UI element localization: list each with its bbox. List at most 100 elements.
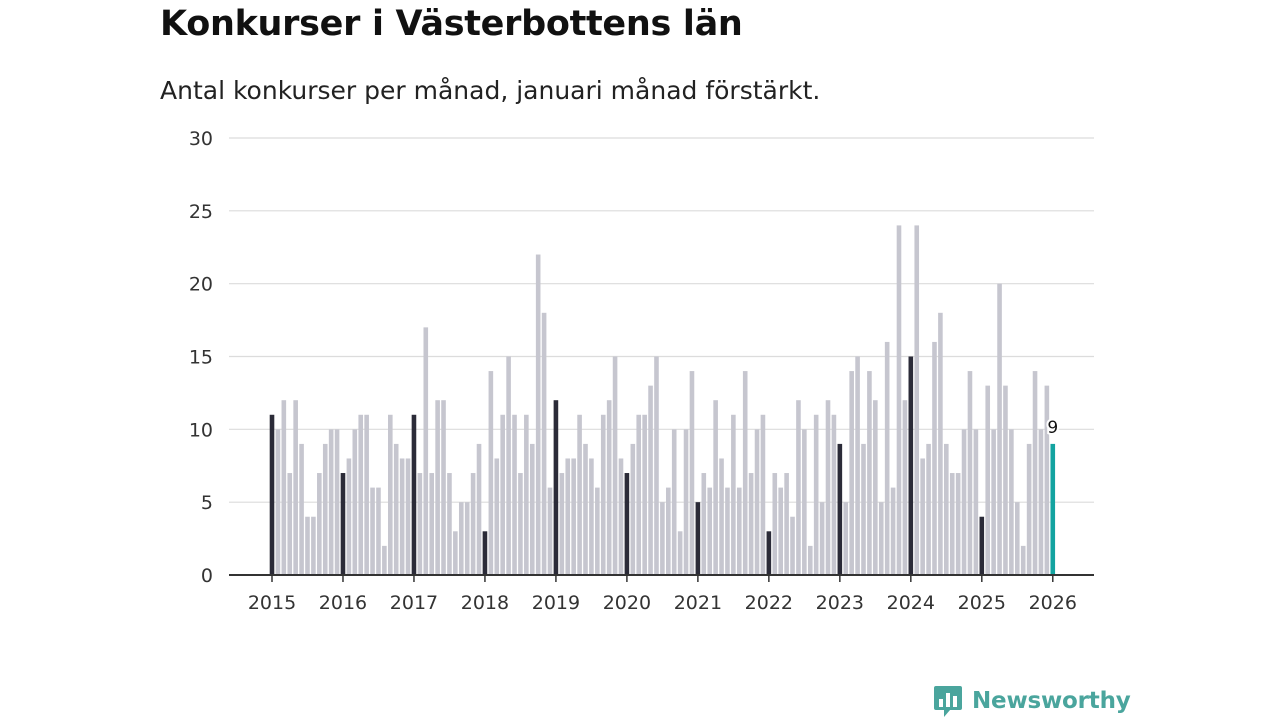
y-tick-label: 30 bbox=[189, 128, 213, 150]
bar bbox=[1038, 429, 1044, 575]
x-tick-label: 2016 bbox=[319, 592, 367, 614]
bar bbox=[949, 473, 955, 575]
bar bbox=[802, 429, 807, 575]
bar-january bbox=[269, 414, 275, 575]
bar bbox=[529, 443, 535, 575]
bar bbox=[701, 473, 707, 575]
bar bbox=[541, 312, 547, 575]
bar bbox=[660, 502, 665, 575]
bar bbox=[447, 473, 452, 575]
bar bbox=[955, 473, 961, 575]
y-tick-label: 20 bbox=[189, 274, 213, 296]
bar bbox=[370, 487, 375, 575]
bar bbox=[920, 458, 925, 575]
bar bbox=[435, 400, 440, 575]
bar-january bbox=[979, 516, 985, 575]
x-tick-label: 2022 bbox=[745, 592, 793, 614]
bar bbox=[399, 458, 405, 575]
bar-january bbox=[837, 443, 843, 575]
bar bbox=[707, 487, 713, 575]
y-tick-label: 5 bbox=[201, 492, 213, 514]
bar bbox=[878, 502, 884, 575]
bar bbox=[464, 502, 470, 575]
bar bbox=[985, 385, 991, 575]
bar bbox=[926, 443, 931, 575]
bar bbox=[382, 545, 387, 575]
x-tick-label: 2021 bbox=[674, 592, 722, 614]
bar bbox=[973, 429, 979, 575]
bar bbox=[790, 516, 795, 575]
bar bbox=[742, 371, 748, 575]
bar bbox=[352, 429, 358, 575]
x-tick-label: 2015 bbox=[248, 592, 296, 614]
bar bbox=[855, 356, 860, 575]
bar bbox=[275, 429, 281, 575]
bar bbox=[328, 429, 334, 575]
x-axis-ticks: 2015 2016 2017 2018 2019 2020 2021 2022 2023 2024… bbox=[229, 574, 1094, 614]
bar bbox=[1026, 443, 1032, 575]
bar bbox=[689, 371, 695, 575]
x-tick-label: 2018 bbox=[461, 592, 509, 614]
bar bbox=[417, 473, 423, 575]
newsworthy-logo-icon bbox=[934, 686, 962, 717]
bar-january bbox=[1050, 443, 1056, 575]
bar bbox=[914, 225, 920, 575]
bar bbox=[476, 443, 482, 575]
bar bbox=[636, 414, 642, 575]
bar bbox=[458, 502, 464, 575]
chart-title: Konkurser i Västerbottens län bbox=[160, 4, 743, 44]
bar bbox=[772, 473, 778, 575]
bar bbox=[500, 414, 505, 575]
bar bbox=[630, 443, 636, 575]
bar bbox=[583, 443, 588, 575]
bar bbox=[441, 400, 446, 575]
bar-january bbox=[766, 531, 772, 575]
bar bbox=[571, 458, 576, 575]
y-tick-label: 10 bbox=[189, 419, 213, 441]
bar bbox=[453, 531, 458, 575]
x-tick-label: 2025 bbox=[958, 592, 1006, 614]
bar bbox=[488, 371, 494, 575]
bar bbox=[565, 458, 571, 575]
bar bbox=[725, 487, 730, 575]
bar bbox=[760, 414, 766, 575]
bar bbox=[1044, 385, 1050, 575]
bar bbox=[825, 400, 831, 575]
bar bbox=[595, 487, 600, 575]
bar bbox=[299, 443, 304, 575]
bar bbox=[287, 473, 293, 575]
chart-subtitle: Antal konkurser per månad, januari månad… bbox=[160, 76, 821, 105]
bar bbox=[589, 458, 594, 575]
bar bbox=[1014, 502, 1020, 575]
x-tick-label: 2023 bbox=[816, 592, 864, 614]
bar bbox=[364, 414, 369, 575]
bar bbox=[849, 371, 854, 575]
bar bbox=[890, 487, 896, 575]
bar bbox=[612, 356, 618, 575]
bar bbox=[606, 400, 612, 575]
bar bbox=[843, 502, 849, 575]
bar bbox=[600, 414, 606, 575]
bar bbox=[1020, 545, 1026, 575]
bar bbox=[334, 429, 340, 575]
bar bbox=[405, 458, 411, 575]
bar bbox=[884, 341, 890, 575]
bar bbox=[577, 414, 582, 575]
brand-name: Newsworthy bbox=[972, 688, 1131, 714]
x-tick-label: 2020 bbox=[603, 592, 651, 614]
bar bbox=[807, 545, 813, 575]
y-tick-label: 15 bbox=[189, 347, 213, 369]
bar bbox=[961, 429, 967, 575]
bar bbox=[867, 371, 872, 575]
newsworthy-brand[interactable]: Newsworthy bbox=[933, 683, 1131, 719]
bar bbox=[376, 487, 381, 575]
bar bbox=[524, 414, 529, 575]
bar bbox=[293, 400, 298, 575]
bar bbox=[896, 225, 902, 575]
bar-january bbox=[695, 502, 701, 575]
bar bbox=[494, 458, 500, 575]
bar bbox=[317, 473, 322, 575]
bar bbox=[784, 473, 789, 575]
bar bbox=[683, 429, 689, 575]
